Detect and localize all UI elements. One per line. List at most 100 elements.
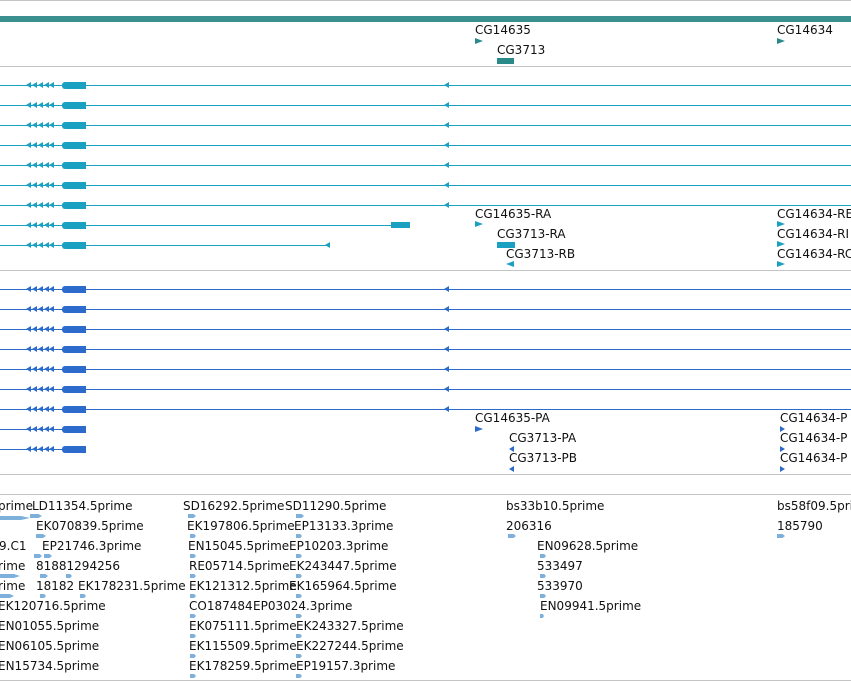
est-label[interactable]: CO187484: [189, 599, 253, 613]
transcript-feature-cg14634-rc[interactable]: [777, 261, 785, 267]
model-exon-arrow[interactable]: [38, 162, 43, 168]
model-exon-arrow[interactable]: [44, 182, 49, 188]
est-label[interactable]: prime: [0, 499, 33, 513]
model-intron-line[interactable]: [0, 165, 851, 166]
est-label[interactable]: bs58f09.5prime: [777, 499, 851, 513]
model-cds-block[interactable]: [62, 286, 86, 293]
model-exon-arrow[interactable]: [49, 366, 54, 372]
model-exon-arrow[interactable]: [26, 242, 31, 248]
model-exon-arrow[interactable]: [44, 306, 49, 312]
est-feature[interactable]: [0, 594, 14, 598]
model-exon-arrow[interactable]: [38, 406, 43, 412]
model-exon-arrow[interactable]: [444, 306, 449, 312]
model-exon-arrow[interactable]: [49, 162, 54, 168]
gene-feature-cg14635[interactable]: [475, 38, 483, 44]
est-label[interactable]: EN09628.5prime: [537, 539, 639, 553]
model-exon-arrow[interactable]: [44, 222, 49, 228]
est-label[interactable]: EK165964.5prime: [289, 579, 397, 593]
model-exon-arrow[interactable]: [444, 326, 449, 332]
model-exon-arrow[interactable]: [32, 426, 37, 432]
protein-label-cg14634-p3[interactable]: CG14634-P: [780, 451, 848, 465]
est-label[interactable]: 185790: [777, 519, 823, 533]
est-label[interactable]: EP03024.3prime: [253, 599, 353, 613]
model-exon-arrow[interactable]: [444, 102, 449, 108]
model-exon-arrow[interactable]: [44, 346, 49, 352]
model-exon-arrow[interactable]: [38, 326, 43, 332]
model-intron-line[interactable]: [0, 145, 851, 146]
model-cds-block[interactable]: [62, 82, 86, 89]
model-exon-arrow[interactable]: [38, 82, 43, 88]
model-exon-arrow[interactable]: [26, 202, 31, 208]
model-intron-line[interactable]: [0, 225, 400, 226]
model-exon-arrow[interactable]: [44, 122, 49, 128]
model-exon-arrow[interactable]: [26, 182, 31, 188]
est-feature[interactable]: [190, 654, 196, 658]
model-exon-arrow[interactable]: [32, 286, 37, 292]
est-feature[interactable]: [540, 554, 546, 558]
model-cds-block[interactable]: [62, 202, 86, 209]
model-exon-arrow[interactable]: [44, 406, 49, 412]
model-intron-line[interactable]: [0, 205, 851, 206]
est-label[interactable]: EK115509.5prime: [189, 639, 297, 653]
model-exon-arrow[interactable]: [26, 326, 31, 332]
est-label[interactable]: EP10203.3prime: [289, 539, 389, 553]
est-label[interactable]: RE05714.5prime: [189, 559, 290, 573]
est-feature[interactable]: [190, 534, 196, 538]
model-exon-arrow[interactable]: [38, 142, 43, 148]
est-label[interactable]: 18182: [36, 579, 75, 593]
model-exon-arrow[interactable]: [49, 326, 54, 332]
est-label[interactable]: EP13133.3prime: [294, 519, 394, 533]
model-exon-arrow[interactable]: [38, 386, 43, 392]
model-intron-line[interactable]: [0, 85, 851, 86]
est-feature[interactable]: [0, 516, 30, 520]
protein-label-cg3713-pa[interactable]: CG3713-PA: [509, 431, 577, 445]
model-exon-arrow[interactable]: [32, 162, 37, 168]
est-label[interactable]: EK197806.5prime: [187, 519, 295, 533]
transcript-label-cg14634-ri[interactable]: CG14634-RI: [777, 227, 850, 241]
transcript-label-cg14634-rc[interactable]: CG14634-RC: [777, 247, 851, 261]
model-exon-arrow[interactable]: [26, 446, 31, 452]
model-intron-line[interactable]: [0, 245, 330, 246]
est-feature[interactable]: [80, 594, 86, 598]
est-feature[interactable]: [296, 554, 302, 558]
est-label[interactable]: rime: [0, 579, 26, 593]
model-exon-arrow[interactable]: [444, 182, 449, 188]
model-exon-arrow[interactable]: [44, 142, 49, 148]
protein-feature-cg14635-pa[interactable]: [475, 426, 483, 432]
est-label[interactable]: EK120716.5prime: [0, 599, 106, 613]
transcript-feature-cg14634-re[interactable]: [777, 221, 785, 227]
model-exon-arrow[interactable]: [32, 446, 37, 452]
transcript-feature-cg3713-rb[interactable]: [506, 261, 514, 267]
model-intron-line[interactable]: [0, 309, 851, 310]
est-feature[interactable]: [34, 554, 42, 558]
model-exon-arrow[interactable]: [32, 386, 37, 392]
model-intron-line[interactable]: [0, 369, 851, 370]
model-cds-block[interactable]: [62, 326, 86, 333]
est-label[interactable]: LD11354.5prime: [32, 499, 133, 513]
model-exon-arrow[interactable]: [32, 406, 37, 412]
model-exon-arrow[interactable]: [444, 142, 449, 148]
est-feature[interactable]: [777, 534, 785, 538]
model-exon-arrow[interactable]: [49, 446, 54, 452]
model-exon-arrow[interactable]: [44, 242, 49, 248]
est-label[interactable]: 206316: [506, 519, 552, 533]
model-exon-arrow[interactable]: [49, 386, 54, 392]
est-feature[interactable]: [296, 534, 302, 538]
model-exon-arrow[interactable]: [49, 242, 54, 248]
est-label[interactable]: EP21746.3prime: [42, 539, 142, 553]
model-exon-arrow[interactable]: [49, 306, 54, 312]
model-intron-line[interactable]: [0, 409, 851, 410]
est-feature[interactable]: [508, 534, 516, 538]
est-feature[interactable]: [36, 534, 46, 538]
model-intron-line[interactable]: [0, 329, 851, 330]
protein-feature-cg3713-pb[interactable]: [509, 466, 514, 472]
model-exon-arrow[interactable]: [44, 366, 49, 372]
est-label[interactable]: rime: [0, 559, 26, 573]
transcript-feature-cg14634-ri[interactable]: [777, 241, 785, 247]
model-intron-line[interactable]: [0, 429, 86, 430]
model-exon-arrow[interactable]: [49, 82, 54, 88]
est-label[interactable]: EN15045.5prime: [188, 539, 290, 553]
transcript-feature-cg14635-ra[interactable]: [475, 221, 483, 227]
est-label[interactable]: EK243447.5prime: [289, 559, 397, 573]
model-intron-line[interactable]: [0, 289, 851, 290]
